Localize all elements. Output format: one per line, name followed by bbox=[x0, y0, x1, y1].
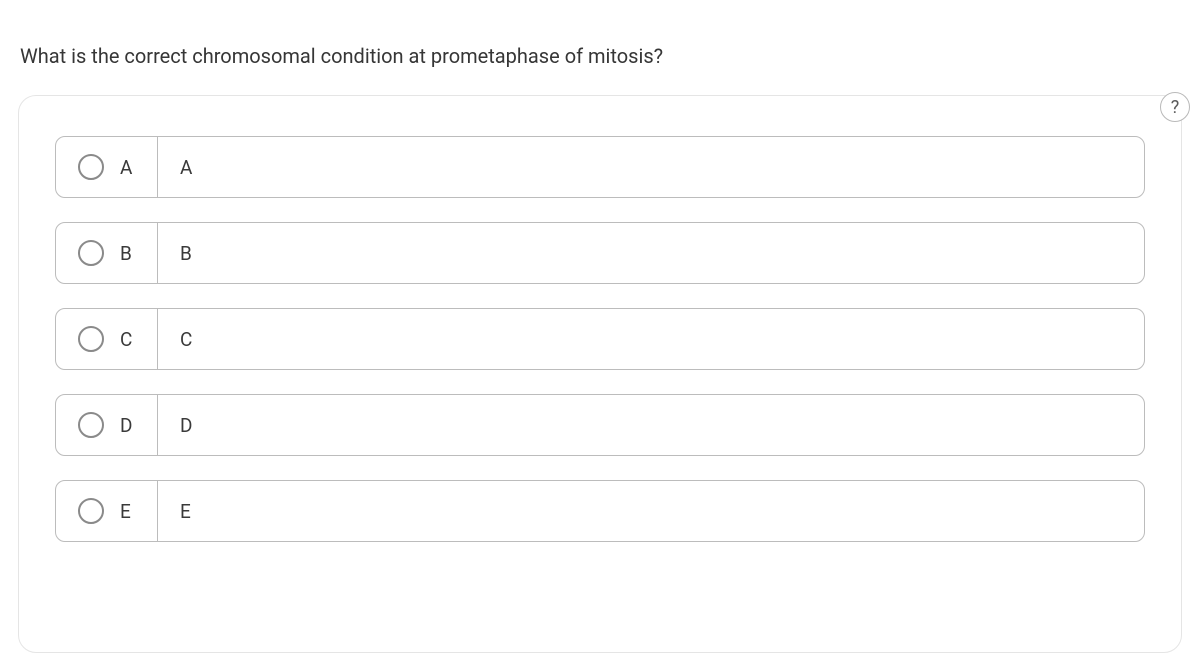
option-b[interactable]: B B bbox=[55, 222, 1145, 284]
option-e-selector[interactable]: E bbox=[56, 481, 158, 541]
option-a-text: A bbox=[158, 137, 1144, 197]
help-icon[interactable]: ? bbox=[1160, 92, 1190, 122]
question-text: What is the correct chromosomal conditio… bbox=[0, 0, 1200, 68]
option-e[interactable]: E E bbox=[55, 480, 1145, 542]
option-d-letter: D bbox=[120, 414, 132, 437]
option-c-text: C bbox=[158, 309, 1144, 369]
option-e-text: E bbox=[158, 481, 1144, 541]
options-list: A A B B C C D D bbox=[55, 136, 1145, 542]
option-b-text: B bbox=[158, 223, 1144, 283]
radio-icon[interactable] bbox=[78, 498, 104, 524]
option-a[interactable]: A A bbox=[55, 136, 1145, 198]
option-d[interactable]: D D bbox=[55, 394, 1145, 456]
option-a-letter: A bbox=[120, 156, 132, 179]
radio-icon[interactable] bbox=[78, 240, 104, 266]
option-d-text: D bbox=[158, 395, 1144, 455]
option-c[interactable]: C C bbox=[55, 308, 1145, 370]
option-c-letter: C bbox=[120, 328, 132, 351]
radio-icon[interactable] bbox=[78, 326, 104, 352]
options-card: A A B B C C D D bbox=[18, 95, 1182, 653]
option-b-selector[interactable]: B bbox=[56, 223, 158, 283]
option-d-selector[interactable]: D bbox=[56, 395, 158, 455]
option-c-selector[interactable]: C bbox=[56, 309, 158, 369]
radio-icon[interactable] bbox=[78, 412, 104, 438]
option-a-selector[interactable]: A bbox=[56, 137, 158, 197]
option-e-letter: E bbox=[120, 500, 131, 523]
radio-icon[interactable] bbox=[78, 154, 104, 180]
option-b-letter: B bbox=[120, 242, 132, 265]
